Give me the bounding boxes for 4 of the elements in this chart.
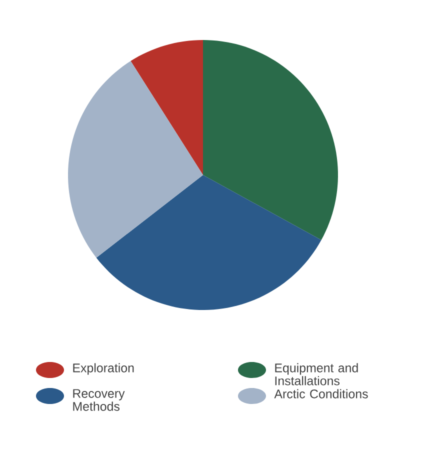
legend-label: Exploration	[73, 363, 134, 375]
legend-label: Recovery Methods	[73, 389, 125, 411]
legend-label: Equipment and Installations	[275, 363, 358, 386]
legend-label: Arctic Conditions	[274, 389, 368, 398]
